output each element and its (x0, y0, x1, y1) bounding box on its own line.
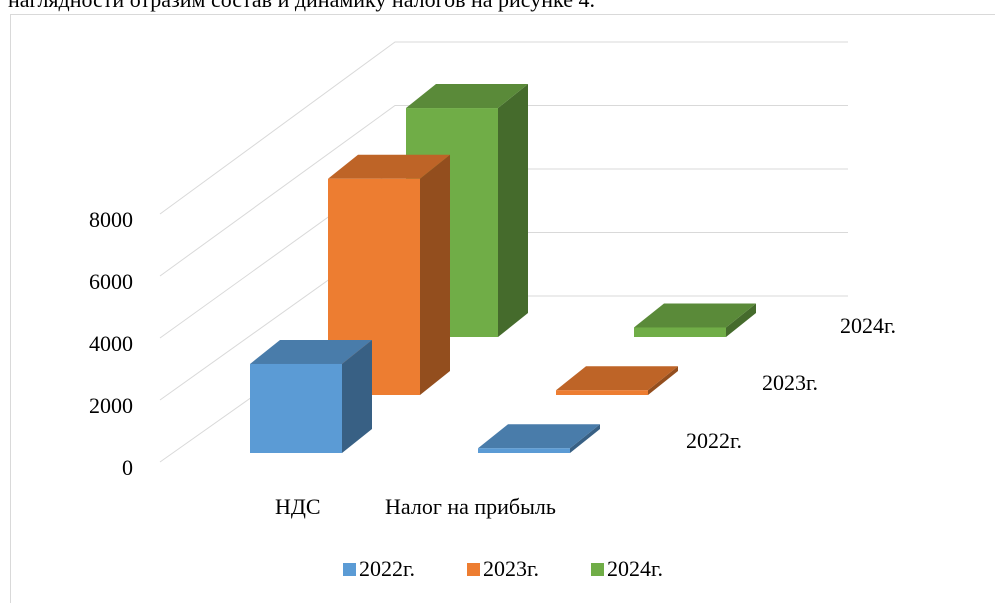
bar-side (648, 366, 678, 395)
bar-top (406, 84, 528, 109)
y-tick-label: 0 (122, 455, 133, 480)
bar-side (498, 84, 528, 337)
legend-swatch (467, 563, 480, 576)
bar (634, 327, 726, 337)
depth-label: 2024г. (840, 313, 896, 338)
x-tick-label: НДС (275, 494, 321, 519)
y-tick-label: 8000 (89, 207, 133, 232)
grid-line (159, 41, 848, 215)
bar (556, 390, 648, 395)
bar-side (570, 424, 600, 453)
depth-label: 2023г. (762, 370, 818, 395)
bar-side (726, 303, 756, 337)
bar-top (328, 154, 450, 179)
bar-top (250, 339, 372, 364)
bar (478, 448, 570, 453)
y-tick-label: 6000 (89, 269, 133, 294)
bar-side (342, 339, 372, 453)
bar-top (634, 303, 756, 328)
bar-top (478, 424, 600, 449)
bar-side (420, 154, 450, 395)
bar-top (556, 366, 678, 391)
legend-swatch (343, 563, 356, 576)
legend-label: 2023г. (483, 556, 539, 581)
x-tick-label: Налог на прибыль (385, 494, 556, 519)
y-tick-label: 2000 (89, 393, 133, 418)
depth-label: 2022г. (686, 428, 742, 453)
legend-swatch (591, 563, 604, 576)
legend-label: 2024г. (607, 556, 663, 581)
grid-line (159, 105, 848, 277)
caption: наглядности отразим состав и динамику на… (8, 0, 595, 12)
y-tick-label: 4000 (89, 331, 133, 356)
legend-label: 2022г. (359, 556, 415, 581)
bar (250, 363, 342, 453)
